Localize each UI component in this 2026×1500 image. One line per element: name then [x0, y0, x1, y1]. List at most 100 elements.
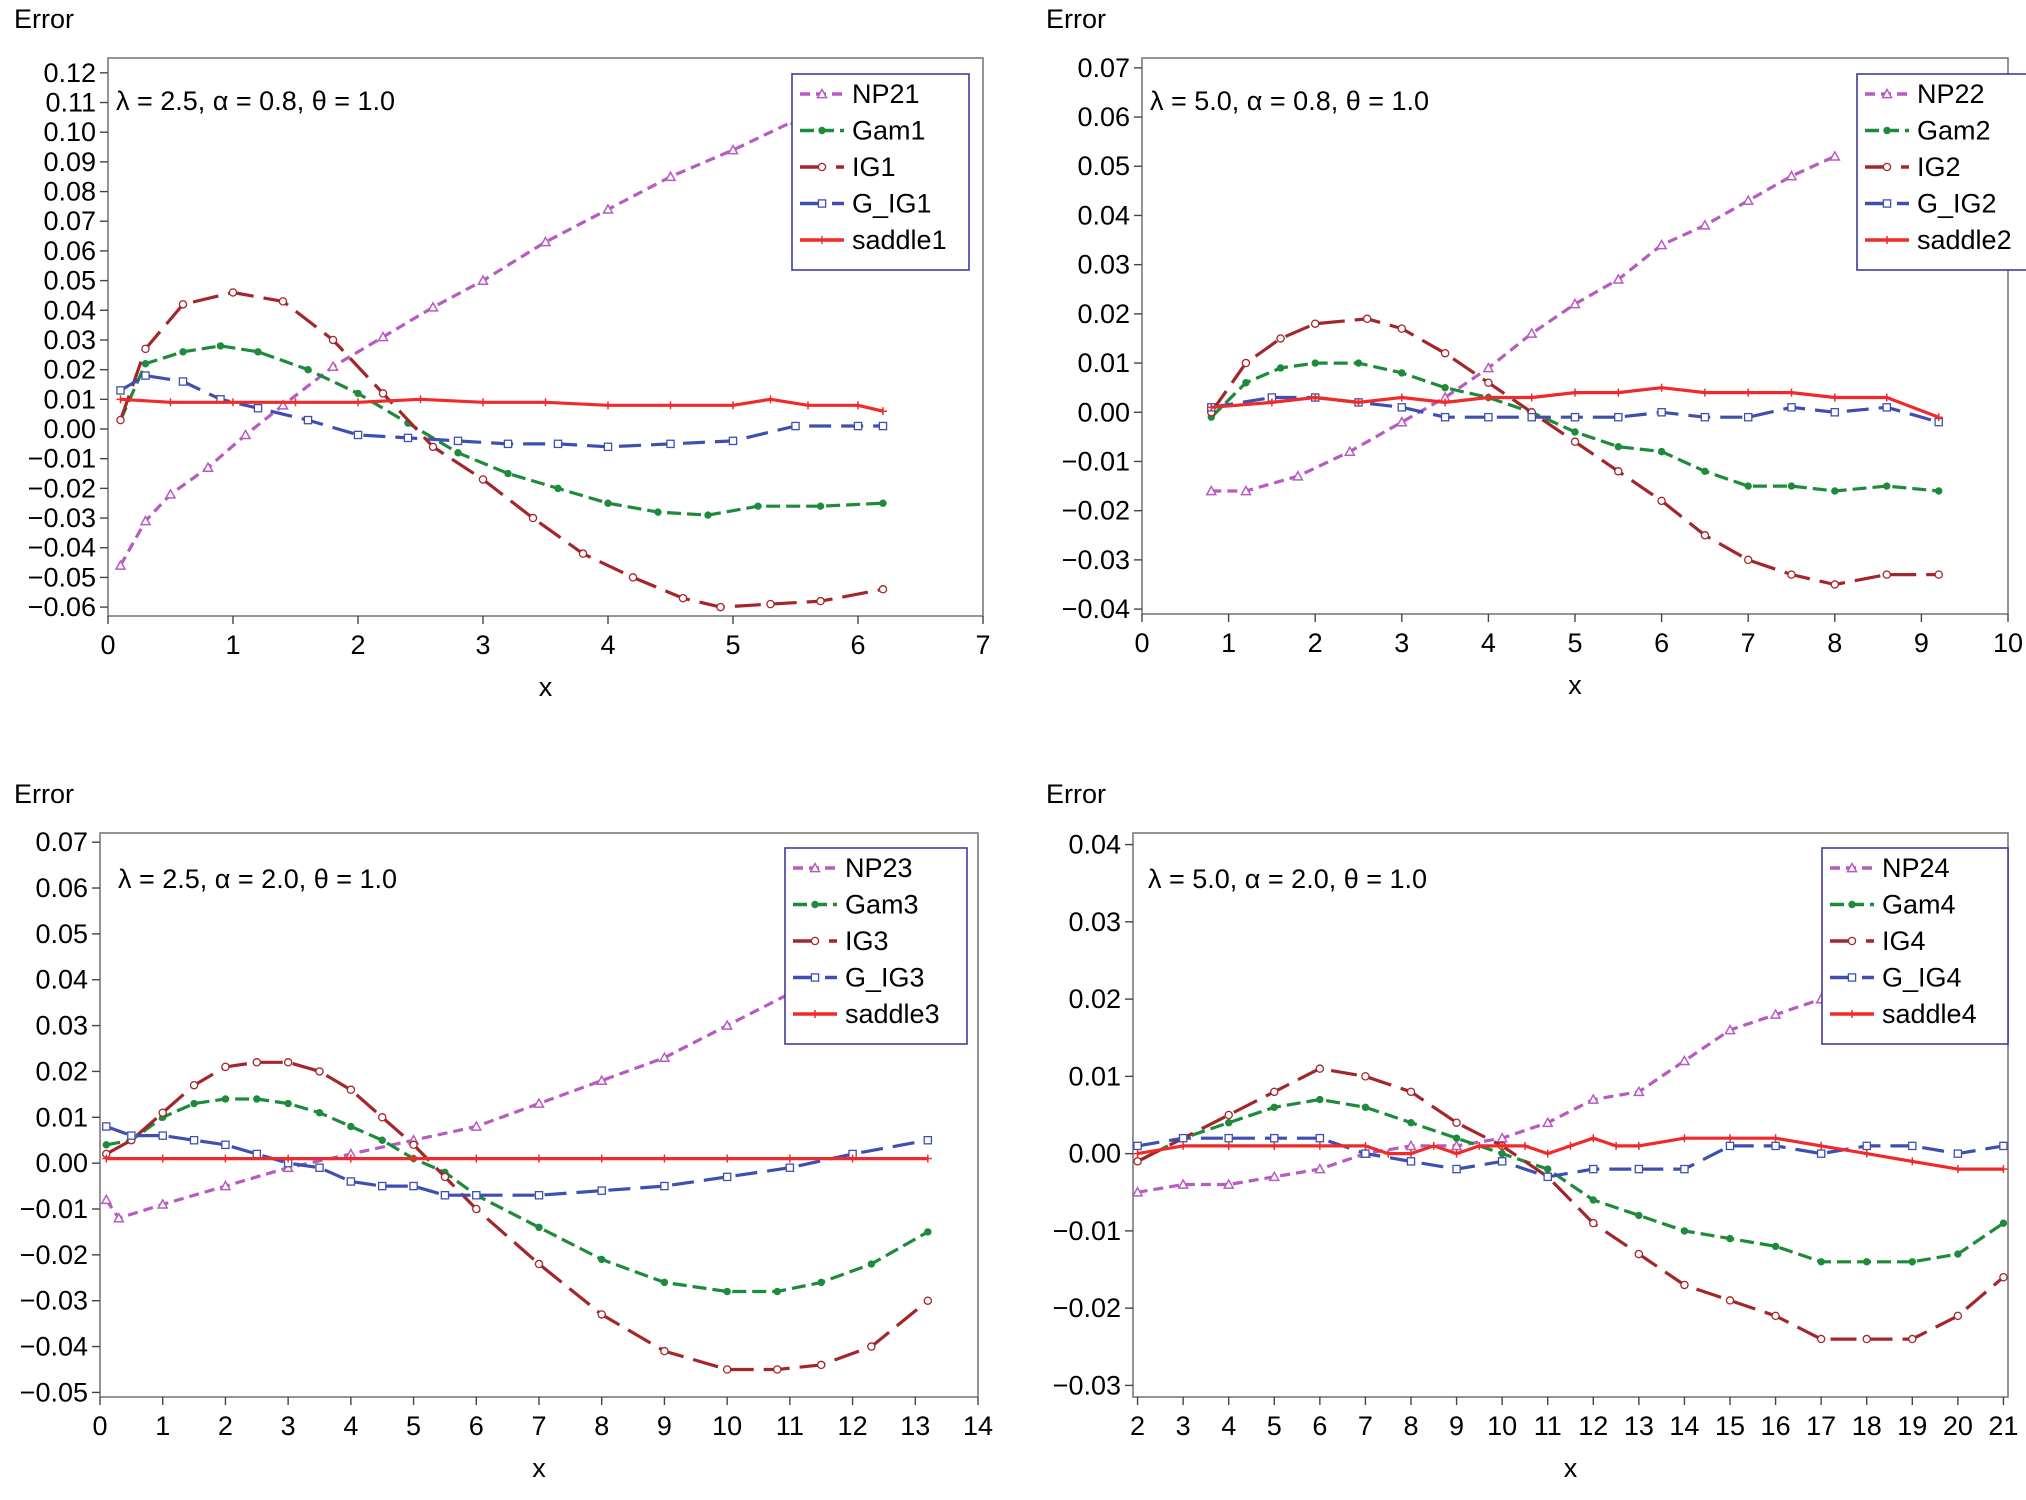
data-point: [1771, 1311, 1780, 1321]
x-tick-label: 10: [712, 1411, 742, 1441]
data-point: [1655, 238, 1668, 250]
y-tick-label: 0.00: [43, 414, 96, 444]
data-point: [666, 439, 675, 449]
data-point: [216, 342, 225, 350]
data-point: [791, 421, 800, 431]
data-point: [848, 1154, 857, 1163]
legend-marker: [818, 236, 826, 244]
data-point: [1614, 388, 1623, 397]
data-point: [178, 300, 188, 309]
data-point: [660, 1154, 669, 1163]
data-point: [923, 1135, 933, 1145]
data-point: [1544, 1165, 1552, 1173]
x-tick-label: 3: [1176, 1411, 1191, 1441]
data-point: [1222, 1178, 1235, 1189]
legend-marker: [1848, 1010, 1856, 1018]
data-point: [1133, 1186, 1144, 1197]
data-point: [1701, 467, 1709, 476]
x-tick-label: 7: [531, 1411, 546, 1441]
series-saddle4: [1133, 1134, 2008, 1174]
data-point: [539, 235, 552, 247]
data-point: [1450, 1139, 1463, 1151]
legend-box: [1821, 847, 2009, 1045]
data-point: [1396, 416, 1408, 427]
series-G_IG3: [102, 1122, 933, 1200]
data-point: [1179, 1141, 1188, 1150]
data-point: [678, 593, 688, 603]
data-point: [156, 1198, 169, 1209]
data-point: [1270, 1103, 1278, 1111]
data-point: [1205, 484, 1218, 496]
y-tick-label: 0.04: [1068, 830, 1121, 860]
data-point: [1133, 1149, 1142, 1158]
y-tick-label: 0.02: [1068, 984, 1121, 1014]
data-point: [1354, 359, 1363, 367]
legend-label: NP23: [845, 853, 913, 883]
y-tick-label: −0.04: [20, 1332, 88, 1362]
data-point: [1908, 1157, 1917, 1166]
data-point: [766, 395, 775, 404]
legend-marker: [817, 199, 827, 208]
data-point: [1224, 1141, 1233, 1150]
series-saddle1: [116, 395, 887, 416]
data-point: [1699, 219, 1711, 230]
data-point: [541, 398, 550, 407]
legend: NP22 Gam2 IG2 G_IG2 saddle2: [1856, 73, 2026, 271]
data-point: [346, 1177, 356, 1186]
data-point: [353, 430, 363, 440]
data-point: [879, 407, 887, 416]
y-tick-label: 0.09: [43, 147, 96, 177]
y-axis-label: Error: [14, 779, 74, 809]
data-point: [721, 1019, 733, 1030]
data-point: [1999, 1165, 2008, 1174]
data-point: [1882, 403, 1892, 412]
data-point: [178, 377, 188, 386]
data-point: [603, 442, 613, 452]
data-point: [1787, 388, 1796, 397]
data-point: [528, 513, 538, 523]
series-line-Gam4: [1136, 1097, 2005, 1264]
data-point: [817, 1278, 825, 1287]
series-NP23: [100, 969, 827, 1223]
y-tick-label: 0.05: [1077, 151, 1130, 181]
data-point: [1569, 297, 1581, 309]
series-Gam1: [116, 342, 887, 519]
data-point: [1484, 412, 1493, 422]
x-tick-label: 7: [975, 630, 990, 660]
legend-marker: [1883, 126, 1891, 135]
y-tick-label: −0.04: [1062, 594, 1130, 624]
x-axis-label: x: [539, 672, 553, 702]
data-point: [1908, 1141, 1917, 1151]
x-tick-label: 19: [1897, 1411, 1927, 1441]
data-point: [1406, 1157, 1416, 1166]
data-point: [1397, 403, 1407, 412]
x-tick-label: 3: [281, 1411, 296, 1441]
data-point: [347, 1122, 355, 1131]
data-point: [409, 1154, 418, 1163]
data-point: [1589, 1164, 1598, 1174]
y-tick-label: 0.04: [43, 295, 96, 325]
y-axis-label: Error: [1046, 779, 1106, 809]
legend-label: saddle2: [1917, 225, 2012, 255]
data-point: [1657, 408, 1666, 417]
data-point: [1743, 412, 1753, 422]
y-tick-label: 0.07: [1077, 53, 1130, 83]
data-point: [1571, 428, 1579, 436]
parameter-annotation: λ = 2.5, α = 2.0, θ = 1.0: [118, 864, 397, 894]
data-point: [1440, 348, 1450, 358]
data-point: [1310, 319, 1320, 328]
legend-label: IG4: [1882, 926, 1926, 956]
x-tick-label: 17: [1806, 1411, 1836, 1441]
data-point: [1361, 1072, 1370, 1081]
data-point: [1614, 443, 1623, 451]
legend-label: saddle4: [1882, 999, 1977, 1029]
data-point: [1657, 447, 1666, 456]
data-point: [1311, 359, 1319, 367]
y-tick-label: 0.04: [35, 965, 88, 995]
parameter-annotation: λ = 5.0, α = 2.0, θ = 1.0: [1148, 864, 1427, 894]
data-point: [1953, 1165, 1962, 1174]
data-point: [1787, 482, 1796, 490]
data-point: [221, 1062, 230, 1072]
data-point: [158, 1154, 167, 1163]
data-point: [1405, 1139, 1417, 1151]
